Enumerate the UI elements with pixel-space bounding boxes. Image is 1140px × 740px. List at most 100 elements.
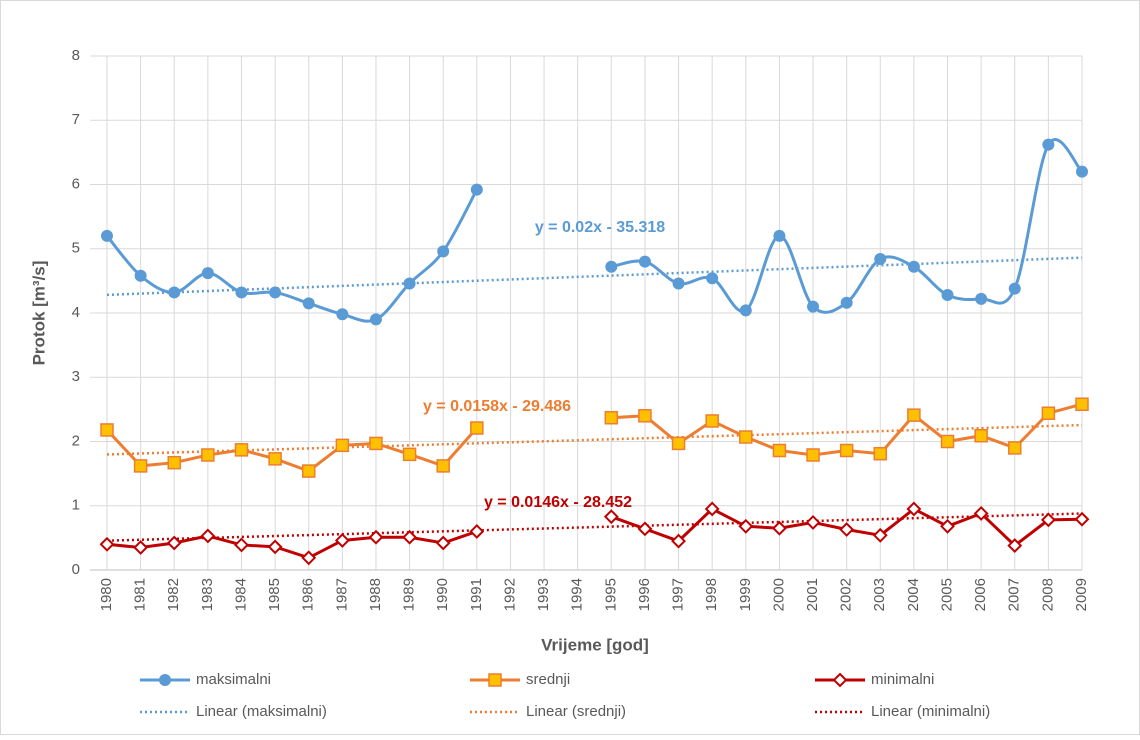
data-point bbox=[1074, 511, 1090, 527]
x-tick-label: 1988 bbox=[367, 578, 384, 611]
data-point bbox=[437, 245, 450, 258]
data-point bbox=[201, 448, 215, 462]
data-point bbox=[234, 443, 249, 457]
data-point bbox=[806, 448, 820, 462]
trend-equation: y = 0.0158x - 29.486 bbox=[423, 398, 571, 415]
data-point bbox=[873, 446, 888, 461]
data-point bbox=[603, 509, 619, 525]
x-tick-label: 1994 bbox=[569, 578, 586, 611]
data-point bbox=[369, 313, 382, 326]
x-tick-label: 2003 bbox=[871, 578, 888, 611]
x-tick-label: 1992 bbox=[501, 578, 518, 611]
data-point bbox=[771, 520, 787, 536]
data-point bbox=[101, 229, 113, 242]
data-point bbox=[99, 536, 115, 552]
legend-label: srednji bbox=[526, 671, 570, 688]
data-point bbox=[941, 289, 954, 302]
legend-label: Linear (maksimalni) bbox=[196, 703, 327, 720]
data-point bbox=[874, 253, 887, 266]
data-point bbox=[906, 501, 922, 517]
legend-marker bbox=[159, 674, 171, 686]
data-point bbox=[402, 529, 418, 545]
x-tick-label: 1981 bbox=[132, 578, 149, 611]
data-point bbox=[840, 296, 853, 309]
x-tick-label: 2000 bbox=[770, 578, 787, 611]
x-tick-label: 1993 bbox=[535, 578, 552, 611]
y-tick-label: 3 bbox=[72, 368, 80, 385]
legend-label: Linear (srednji) bbox=[526, 703, 626, 720]
data-point bbox=[133, 540, 149, 555]
legend-marker bbox=[832, 672, 848, 688]
data-point bbox=[638, 409, 652, 423]
x-tick-label: 1983 bbox=[199, 578, 216, 611]
y-tick-label: 2 bbox=[72, 432, 80, 449]
data-point bbox=[167, 455, 181, 470]
data-point bbox=[470, 421, 484, 435]
data-point bbox=[336, 308, 349, 321]
x-tick-label: 1996 bbox=[636, 578, 653, 611]
x-tick-label: 1985 bbox=[266, 578, 283, 611]
data-point bbox=[739, 430, 753, 444]
data-point bbox=[704, 501, 720, 517]
data-point bbox=[705, 414, 719, 428]
y-tick-label: 5 bbox=[72, 240, 80, 257]
data-point bbox=[134, 269, 147, 282]
data-point bbox=[604, 410, 619, 425]
data-point bbox=[706, 272, 719, 285]
data-point bbox=[1008, 441, 1022, 455]
data-point bbox=[1042, 138, 1055, 151]
x-tick-label: 1987 bbox=[333, 578, 350, 611]
x-tick-label: 1984 bbox=[232, 578, 249, 611]
data-point bbox=[907, 408, 921, 422]
data-point bbox=[1008, 282, 1021, 295]
data-point bbox=[872, 527, 888, 543]
data-point bbox=[268, 452, 282, 466]
data-point bbox=[772, 443, 787, 458]
data-point bbox=[200, 528, 216, 544]
trend-equation: y = 0.0146x - 28.452 bbox=[484, 494, 632, 511]
data-point bbox=[301, 464, 316, 478]
y-tick-label: 7 bbox=[72, 111, 80, 128]
data-point bbox=[907, 260, 920, 273]
legend-label: minimalni bbox=[871, 671, 934, 688]
y-tick-label: 4 bbox=[72, 304, 80, 321]
data-point bbox=[368, 529, 384, 545]
data-point bbox=[1076, 165, 1088, 178]
x-tick-label: 1980 bbox=[98, 578, 115, 611]
data-point bbox=[334, 533, 350, 548]
data-point bbox=[100, 423, 114, 437]
legend-marker bbox=[488, 673, 502, 687]
data-point bbox=[1075, 397, 1089, 411]
data-point bbox=[637, 521, 653, 537]
data-point bbox=[402, 447, 417, 462]
x-tick-label: 1998 bbox=[703, 578, 720, 611]
legend-label: maksimalni bbox=[196, 671, 271, 688]
data-point bbox=[974, 428, 988, 443]
data-point bbox=[975, 292, 988, 305]
data-point bbox=[672, 277, 685, 290]
data-point bbox=[201, 267, 214, 280]
data-point bbox=[436, 459, 450, 473]
x-tick-label: 2009 bbox=[1073, 578, 1090, 611]
data-point bbox=[773, 229, 786, 242]
x-tick-label: 1997 bbox=[670, 578, 687, 611]
data-point bbox=[234, 537, 249, 553]
data-point bbox=[1041, 406, 1056, 420]
data-point bbox=[738, 518, 754, 534]
x-tick-label: 1999 bbox=[737, 578, 754, 611]
data-point bbox=[369, 436, 383, 451]
x-tick-label: 2007 bbox=[1006, 578, 1023, 611]
x-tick-label: 2005 bbox=[938, 578, 955, 611]
data-point bbox=[605, 260, 618, 273]
data-point bbox=[739, 304, 752, 317]
data-point bbox=[133, 459, 148, 473]
x-tick-label: 2008 bbox=[1039, 578, 1056, 611]
data-point bbox=[839, 443, 854, 458]
data-point bbox=[269, 286, 282, 299]
x-tick-label: 1986 bbox=[300, 578, 317, 611]
x-tick-label: 1982 bbox=[165, 578, 182, 611]
data-point bbox=[470, 183, 483, 196]
data-point bbox=[166, 535, 182, 551]
data-point bbox=[335, 438, 350, 453]
